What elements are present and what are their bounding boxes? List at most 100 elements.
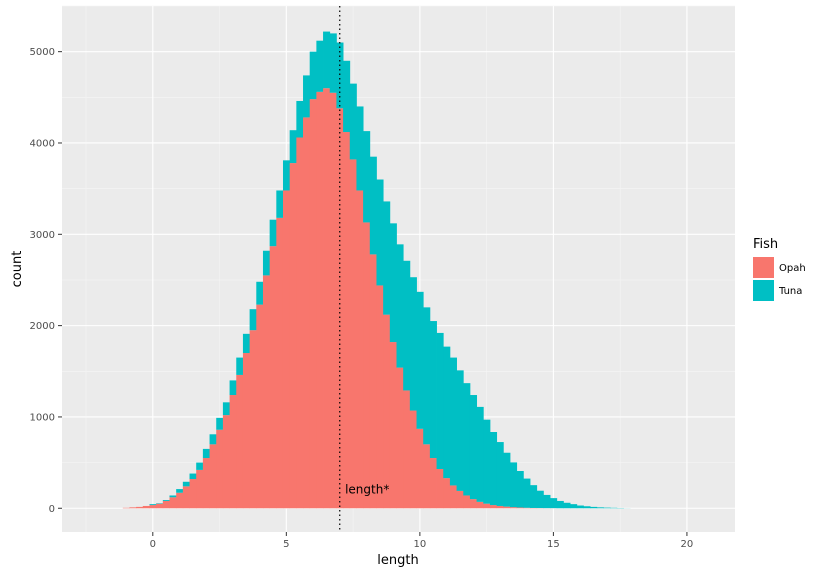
histogram-bar-opah <box>416 428 424 509</box>
histogram-bar-tuna <box>443 346 451 479</box>
histogram-bar-opah <box>349 159 357 509</box>
histogram-bar-tuna <box>202 448 210 459</box>
histogram-bar-opah <box>476 501 484 509</box>
histogram-bar-tuna <box>523 478 531 508</box>
histogram-bar-tuna <box>590 506 598 509</box>
histogram-bar-opah <box>383 314 391 509</box>
histogram-bar-tuna <box>376 179 384 286</box>
histogram-bar-opah <box>289 163 297 509</box>
histogram-bar-opah <box>229 395 237 509</box>
y-tick-label: 4000 <box>30 138 55 149</box>
histogram-bar-tuna <box>162 500 170 501</box>
x-tick-label: 20 <box>681 539 694 550</box>
histogram-bar-tuna <box>476 406 484 502</box>
histogram-bar-opah <box>456 490 464 509</box>
histogram-bar-opah <box>149 505 157 509</box>
histogram-bar-tuna <box>416 291 424 429</box>
histogram-bar-opah <box>196 469 204 509</box>
histogram-bar-tuna <box>429 321 437 459</box>
histogram-bar-tuna <box>269 219 277 247</box>
histogram-bar-tuna <box>343 60 351 133</box>
histogram-bar-opah <box>256 304 264 509</box>
histogram-bar-tuna <box>456 370 464 491</box>
histogram-bar-opah <box>463 495 471 509</box>
histogram-bar-opah <box>503 506 511 509</box>
x-tick-label: 0 <box>150 539 156 550</box>
histogram-bar-opah <box>262 275 271 509</box>
histogram-bar-tuna <box>403 260 411 391</box>
histogram-bar-opah <box>423 444 431 509</box>
histogram-bar-tuna <box>356 106 364 191</box>
histogram-bars <box>122 31 631 509</box>
histogram-bar-tuna <box>516 470 524 508</box>
histogram-bar-tuna <box>363 131 371 223</box>
histogram-bar-tuna <box>229 380 237 396</box>
histogram-bar-tuna <box>169 495 177 498</box>
histogram-bar-tuna <box>596 507 604 509</box>
histogram-bar-tuna <box>216 417 224 430</box>
y-tick-label: 3000 <box>30 230 55 241</box>
histogram-bar-tuna <box>336 42 344 109</box>
histogram-bar-tuna <box>489 432 498 506</box>
histogram-bar-opah <box>363 222 371 509</box>
histogram-bar-opah <box>516 507 524 509</box>
histogram-bar-tuna <box>570 504 578 509</box>
histogram-bar-opah <box>176 492 184 509</box>
histogram-bar-tuna <box>583 506 591 509</box>
histogram-bar-opah <box>249 330 257 509</box>
legend-key-opah <box>753 257 774 278</box>
histogram-bar-tuna <box>242 333 251 354</box>
histogram-bar-tuna <box>182 481 190 487</box>
histogram-bar-tuna <box>196 462 204 470</box>
histogram-bar-tuna <box>536 490 544 509</box>
histogram-bar-tuna <box>222 402 230 416</box>
histogram-bar-tuna <box>149 504 157 506</box>
histogram-bar-tuna <box>556 500 564 509</box>
histogram-bar-opah <box>323 88 331 509</box>
histogram-bar-opah <box>269 246 277 509</box>
y-axis: 0 1000 2000 3000 4000 5000 <box>30 47 62 515</box>
histogram-bar-opah <box>496 505 504 509</box>
histogram-bar-opah <box>436 468 444 509</box>
histogram-bar-tuna <box>503 452 511 507</box>
histogram-bar-opah <box>236 374 244 509</box>
histogram-bar-opah <box>276 217 284 509</box>
histogram-bar-tuna <box>389 223 397 343</box>
y-tick-label: 1000 <box>30 412 55 423</box>
histogram-bar-tuna <box>423 307 431 445</box>
histogram-bar-opah <box>409 410 417 509</box>
histogram-bar-opah <box>282 190 291 509</box>
histogram-bar-tuna <box>209 434 217 445</box>
histogram-bar-tuna <box>543 494 551 509</box>
histogram-bar-opah <box>396 367 404 509</box>
y-tick-label: 2000 <box>30 321 55 332</box>
histogram-bar-opah <box>469 499 478 509</box>
legend-key-tuna <box>753 280 774 301</box>
histogram-bar-tuna <box>383 201 391 315</box>
histogram-bar-opah <box>303 117 311 509</box>
histogram-bar-opah <box>316 91 324 509</box>
histogram-bar-tuna <box>509 462 518 508</box>
histogram-bar-tuna <box>249 309 257 331</box>
legend-label-tuna: Tuna <box>778 286 802 297</box>
histogram-bar-tuna <box>396 244 404 368</box>
histogram-bar-opah <box>169 497 177 509</box>
histogram-bar-opah <box>389 342 397 509</box>
histogram-bar-tuna <box>323 31 331 89</box>
histogram-bar-tuna <box>409 277 417 411</box>
histogram-bar-opah <box>296 137 304 509</box>
histogram-bar-tuna <box>316 40 324 92</box>
histogram-bar-tuna <box>469 395 478 500</box>
histogram-bar-tuna <box>576 505 584 509</box>
histogram-bar-tuna <box>189 473 197 480</box>
histogram-bar-opah <box>162 500 170 509</box>
histogram-bar-tuna <box>176 489 184 493</box>
histogram-bar-tuna <box>276 190 284 218</box>
histogram-bar-tuna <box>236 357 244 375</box>
histogram-bar-tuna <box>563 502 571 509</box>
annotation-label: length* <box>345 483 389 497</box>
histogram-bar-tuna <box>329 33 337 93</box>
histogram-bar-opah <box>343 132 351 509</box>
histogram-bar-tuna <box>530 485 538 508</box>
